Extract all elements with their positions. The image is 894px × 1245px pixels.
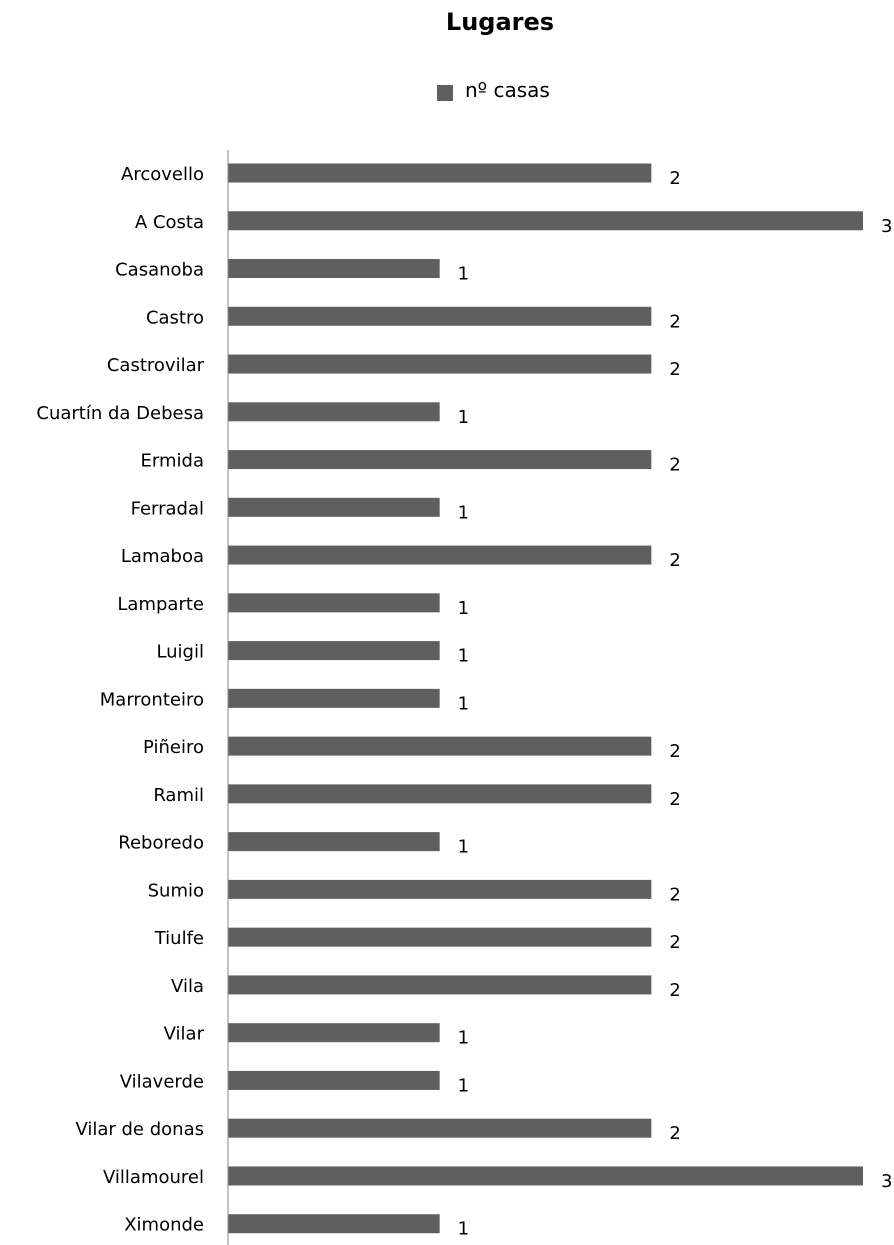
bar bbox=[228, 927, 652, 947]
bar bbox=[228, 593, 440, 613]
data-label: 1 bbox=[458, 1219, 469, 1240]
category-label: Ferradal bbox=[131, 498, 204, 519]
data-label: 1 bbox=[458, 646, 469, 667]
bar bbox=[228, 545, 652, 565]
bar bbox=[228, 975, 652, 995]
category-label: Arcovello bbox=[121, 164, 204, 185]
bar bbox=[228, 402, 440, 422]
bar bbox=[228, 1023, 440, 1043]
data-label: 2 bbox=[669, 884, 680, 905]
category-label: Piñeiro bbox=[143, 737, 204, 758]
data-label: 1 bbox=[458, 837, 469, 858]
category-label: Castro bbox=[146, 307, 204, 328]
bar bbox=[228, 354, 652, 374]
bar bbox=[228, 1118, 652, 1138]
category-label: Ximonde bbox=[124, 1215, 204, 1236]
bar bbox=[228, 784, 652, 804]
data-label: 1 bbox=[458, 1075, 469, 1096]
data-label: 2 bbox=[669, 550, 680, 571]
legend: nº casas bbox=[437, 78, 550, 102]
category-label: Sumio bbox=[148, 880, 204, 901]
bar bbox=[228, 497, 440, 517]
category-label: Casanoba bbox=[115, 260, 204, 281]
bar bbox=[228, 259, 440, 279]
legend-label: nº casas bbox=[465, 78, 550, 102]
category-label: Vila bbox=[171, 976, 204, 997]
category-label: Lamaboa bbox=[121, 546, 204, 567]
data-label: 2 bbox=[669, 1123, 680, 1144]
category-label: A Costa bbox=[135, 212, 204, 233]
data-label: 1 bbox=[458, 264, 469, 285]
category-label: Reboredo bbox=[118, 833, 204, 854]
category-label: Tiulfe bbox=[154, 928, 204, 949]
bar bbox=[228, 641, 440, 661]
data-label: 1 bbox=[458, 407, 469, 428]
legend-swatch bbox=[437, 85, 453, 101]
bar bbox=[228, 736, 652, 756]
category-label: Lamparte bbox=[117, 594, 204, 615]
category-label: Castrovilar bbox=[107, 355, 205, 376]
data-label: 1 bbox=[458, 693, 469, 714]
category-label: Ramil bbox=[153, 785, 204, 806]
data-label: 2 bbox=[669, 980, 680, 1001]
data-label: 2 bbox=[669, 741, 680, 762]
category-label: Vilaverde bbox=[120, 1071, 204, 1092]
bar bbox=[228, 879, 652, 899]
data-label: 1 bbox=[458, 1028, 469, 1049]
category-label: Cuartín da Debesa bbox=[36, 403, 204, 424]
bar bbox=[228, 1214, 440, 1234]
category-label: Marronteiro bbox=[100, 689, 204, 710]
bar bbox=[228, 306, 652, 326]
data-label: 1 bbox=[458, 598, 469, 619]
bar bbox=[228, 832, 440, 852]
chart-title: Lugares bbox=[445, 8, 555, 36]
data-label: 2 bbox=[669, 789, 680, 810]
category-label: Luigil bbox=[156, 642, 204, 663]
bar bbox=[228, 688, 440, 708]
data-label: 3 bbox=[881, 216, 892, 237]
data-label: 1 bbox=[458, 502, 469, 523]
data-label: 2 bbox=[669, 455, 680, 476]
bar bbox=[228, 211, 864, 231]
bar bbox=[228, 163, 652, 183]
category-label: Ermida bbox=[141, 451, 204, 472]
data-label: 2 bbox=[669, 311, 680, 332]
data-label: 2 bbox=[669, 168, 680, 189]
data-label: 3 bbox=[881, 1171, 892, 1192]
category-label: Villamourel bbox=[103, 1167, 204, 1188]
category-label: Vilar bbox=[164, 1024, 205, 1045]
bar bbox=[228, 1166, 864, 1186]
data-label: 2 bbox=[669, 359, 680, 380]
bar bbox=[228, 450, 652, 470]
data-label: 2 bbox=[669, 932, 680, 953]
category-label: Vilar de donas bbox=[75, 1119, 204, 1140]
bar bbox=[228, 1070, 440, 1090]
